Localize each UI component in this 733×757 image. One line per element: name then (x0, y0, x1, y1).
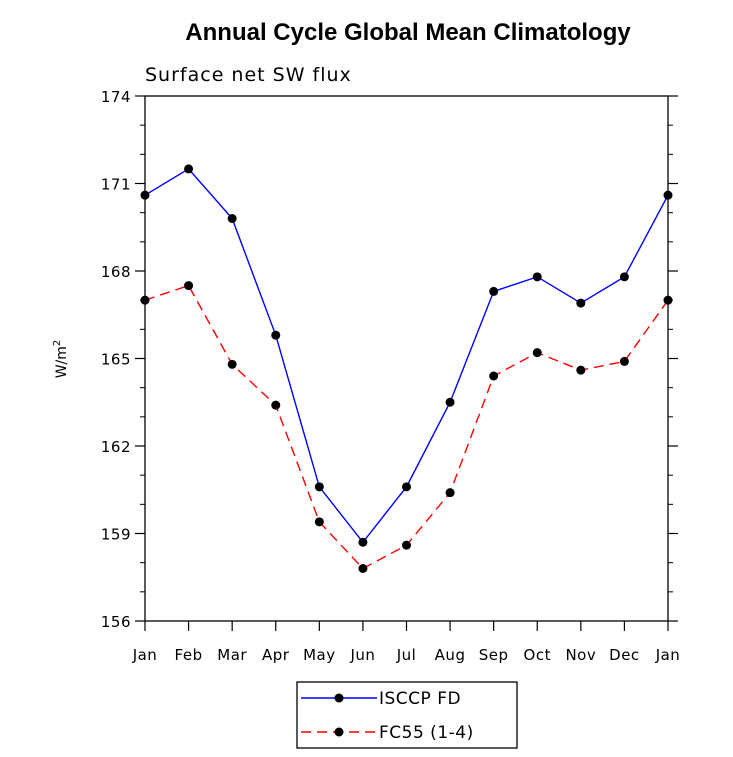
y-tick-label: 156 (101, 613, 131, 631)
x-tick-label: May (303, 646, 336, 664)
legend: ISCCP FD FC55 (1-4) (296, 681, 518, 749)
data-point (619, 272, 629, 282)
legend-label: ISCCP FD (379, 689, 461, 709)
data-point (663, 190, 673, 200)
y-tick-label: 165 (101, 351, 131, 369)
data-point (445, 488, 455, 498)
data-point (271, 400, 281, 410)
x-tick-label: Sep (479, 646, 509, 664)
chart-title: Annual Cycle Global Mean Climatology (185, 19, 631, 46)
data-point (445, 397, 455, 407)
data-point (489, 371, 499, 381)
data-point (576, 298, 586, 308)
data-point (314, 517, 324, 527)
x-tick-label: Dec (609, 646, 640, 664)
data-point (663, 295, 673, 305)
data-point (402, 540, 411, 550)
data-point (532, 272, 542, 282)
x-tick-label: Jun (349, 646, 375, 664)
data-point (489, 286, 499, 296)
series-layer (140, 164, 673, 573)
axes: 156 159 162 165 168 171 174 Jan Feb Mar Apr May Jun J… (101, 88, 680, 664)
x-tick-label: Mar (217, 646, 247, 664)
x-tick-label: Oct (524, 646, 551, 664)
chart-subtitle: Surface net SW flux (145, 64, 352, 86)
data-point (314, 482, 324, 492)
data-point (227, 214, 237, 223)
data-point (184, 164, 194, 174)
x-tick-label: Aug (435, 646, 466, 664)
legend-marker (334, 693, 344, 703)
y-axis-label: W/m2 (52, 340, 70, 379)
legend-box (296, 681, 518, 749)
y-tick-label: 171 (101, 176, 131, 194)
y-tick-label: 168 (101, 263, 131, 281)
legend-marker (334, 727, 344, 737)
data-point (140, 295, 150, 305)
data-point (184, 281, 194, 291)
y-axis-label-superscript: 2 (52, 340, 63, 346)
data-point (619, 356, 629, 366)
x-tick-label: Jan (132, 646, 158, 664)
x-tick-label: Jul (396, 646, 417, 664)
y-tick-label: 159 (101, 526, 131, 544)
x-tick-label: Apr (262, 646, 290, 664)
data-point (358, 564, 368, 573)
y-tick-label: 162 (101, 438, 131, 456)
x-tick-label: Nov (565, 646, 596, 664)
x-tick-label: Jan (655, 646, 681, 664)
legend-label: FC55 (1-4) (379, 723, 474, 743)
x-tick-label: Feb (175, 646, 203, 664)
data-point (227, 359, 237, 369)
y-axis-label-unit: W/m (54, 346, 70, 378)
data-point (358, 537, 368, 547)
series-line-2 (144, 284, 669, 570)
data-point (532, 348, 542, 358)
data-point (140, 190, 150, 200)
data-point (402, 482, 411, 492)
y-tick-label: 174 (101, 88, 131, 106)
data-point (271, 330, 281, 340)
data-point (576, 365, 586, 375)
